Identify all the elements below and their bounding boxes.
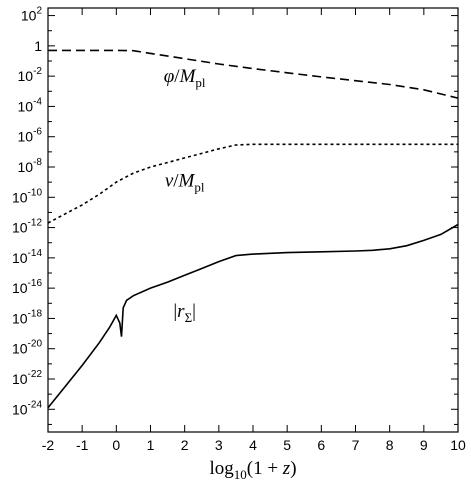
- y-tick-label: 10-10: [12, 187, 42, 205]
- x-tick-label: 3: [215, 437, 223, 453]
- y-tick-label: 10-18: [12, 308, 42, 326]
- y-tick-label: 10-22: [12, 369, 42, 387]
- y-tick-label: 10-14: [12, 248, 42, 266]
- curves: [47, 49, 459, 409]
- x-tick-label: 9: [420, 437, 428, 453]
- x-tick-label: 5: [283, 437, 291, 453]
- y-tick-labels: 102 1 10-2 10-4 10-6 10-8 10-10 10-12 10-14 10-16…: [12, 6, 42, 418]
- y-tick-label: 10-2: [18, 66, 43, 84]
- y-tick-label: 10-8: [18, 157, 43, 175]
- x-tick-label: 2: [181, 437, 189, 453]
- y-tick-label: 10-6: [18, 127, 43, 145]
- x-tick-label: 8: [386, 437, 394, 453]
- series-line: [48, 49, 459, 99]
- y-tick-label: 10-24: [12, 399, 42, 417]
- x-tick-label: 6: [317, 437, 325, 453]
- y-tick-label: 1: [34, 38, 42, 54]
- series-label: |rΣ|: [173, 301, 196, 325]
- y-tick-label: 10-16: [12, 278, 42, 296]
- tick-marks: [47, 8, 459, 432]
- series-line: [47, 223, 459, 409]
- y-tick-label: 102: [21, 6, 43, 24]
- x-axis-title: log10(1 + z): [209, 458, 296, 482]
- x-tick-label: 7: [352, 437, 360, 453]
- x-tick-label: 10: [450, 437, 466, 453]
- curve-labels: φ/Mpl v/Mpl |rΣ|: [164, 66, 206, 325]
- series-label: v/Mpl: [165, 171, 205, 195]
- x-tick-labels: -2 -1 0 1 2 3 4 5 6 7 8 9 10: [42, 437, 466, 453]
- x-tick-label: 0: [112, 437, 120, 453]
- y-tick-label: 10-12: [12, 218, 42, 236]
- y-tick-label: 10-4: [18, 96, 43, 114]
- x-tick-label: 1: [147, 437, 155, 453]
- series-line: [47, 143, 458, 224]
- x-tick-label: -1: [76, 437, 89, 453]
- series-label: φ/Mpl: [164, 66, 206, 90]
- y-tick-label: 10-20: [12, 339, 42, 357]
- plot-frame: [47, 7, 459, 433]
- x-tick-label: -2: [42, 437, 55, 453]
- x-tick-label: 4: [249, 437, 257, 453]
